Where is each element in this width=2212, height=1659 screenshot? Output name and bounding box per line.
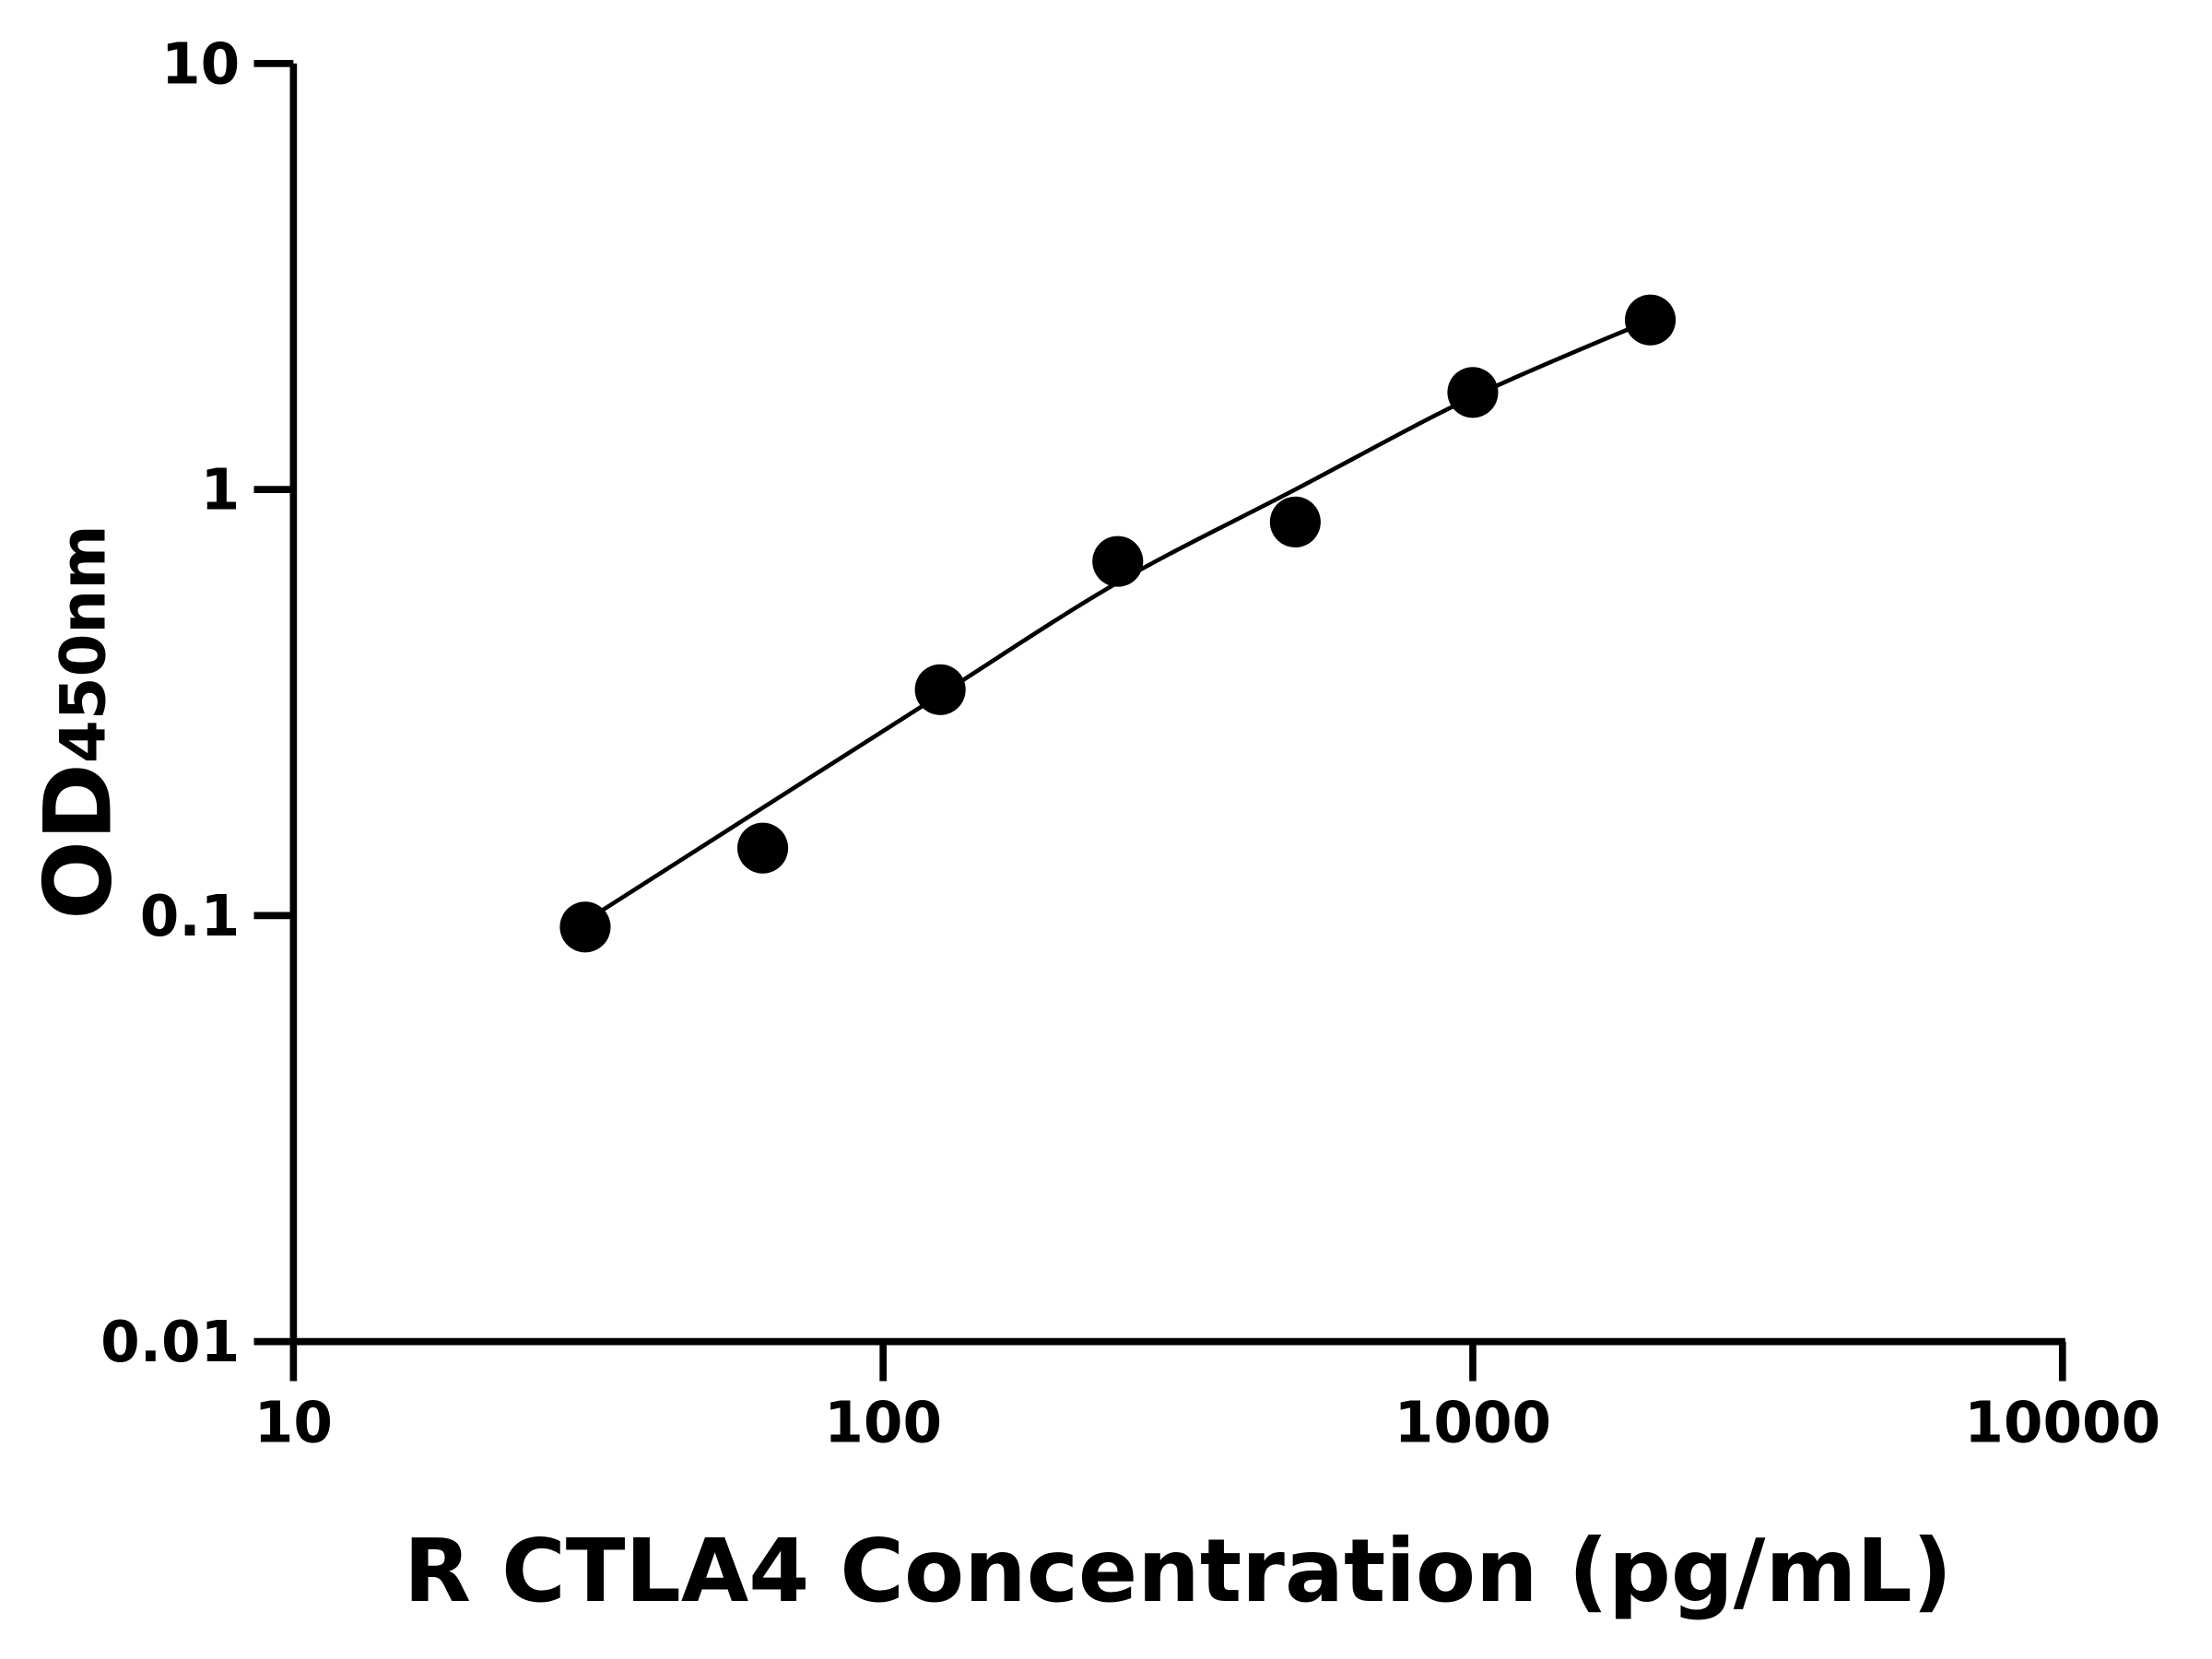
axes	[253, 60, 2066, 1382]
y-axis-label-main: OD	[23, 763, 132, 920]
data-point	[1625, 294, 1677, 346]
data-point	[1269, 496, 1321, 547]
data-point	[1092, 535, 1144, 587]
data-points	[559, 294, 1677, 953]
y-tick-label: 10	[161, 31, 240, 97]
x-tick-label: 10000	[1964, 1390, 2160, 1455]
data-point	[737, 822, 789, 874]
y-tick-label: 1	[201, 458, 241, 524]
x-tick-label: 100	[824, 1390, 942, 1455]
x-axis-label: R CTLA4 Concentration (pg/mL)	[404, 1521, 1952, 1622]
tick-labels: 10 100 1000 10000 0.01 0.1 1 10	[100, 31, 2160, 1455]
data-point	[559, 901, 611, 953]
y-tick-label: 0.01	[100, 1310, 240, 1375]
y-axis-label-subscript: 450nm	[46, 524, 119, 763]
data-point	[914, 664, 966, 715]
x-tick-label: 1000	[1394, 1390, 1551, 1455]
x-tick-label: 10	[254, 1390, 333, 1455]
y-tick-label: 0.1	[140, 884, 240, 949]
y-axis-label: OD450nm	[23, 524, 132, 919]
data-point	[1447, 367, 1499, 418]
